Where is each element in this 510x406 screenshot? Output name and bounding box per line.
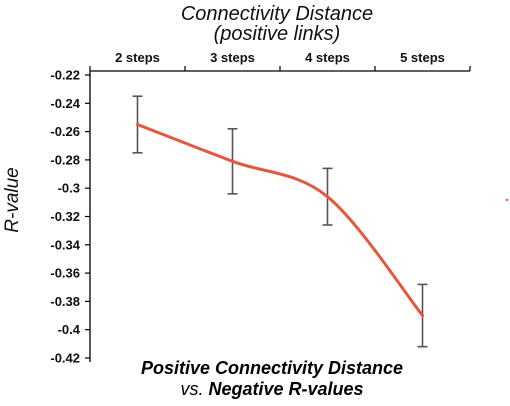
y-tick-label: -0.36 [50, 266, 80, 281]
annotation-negative-r: Negative R-values [208, 379, 363, 399]
chart-title: Connectivity Distance [181, 3, 373, 25]
y-tick-label: -0.24 [50, 96, 80, 111]
y-ticks: -0.22 -0.24 -0.26 -0.28 -0.3 -0.32 -0.34 -0.36 -… [50, 68, 90, 366]
x-tick-label: 4 steps [305, 50, 350, 65]
x-tick-label: 3 steps [210, 50, 255, 65]
annotation-vs: vs. [180, 379, 208, 399]
annotation-line-1: Positive Connectivity Distance [141, 358, 403, 378]
y-tick-label: -0.42 [50, 351, 80, 366]
y-tick-label: -0.3 [58, 181, 80, 196]
y-tick-label: -0.4 [58, 322, 81, 337]
y-tick-label: -0.22 [50, 68, 80, 83]
x-tick-label: 2 steps [115, 50, 160, 65]
data-point [136, 123, 139, 127]
series-line [136, 123, 424, 318]
data-point [231, 159, 234, 163]
x-ticks: 2 steps 3 steps 4 steps 5 steps [89, 50, 471, 71]
y-tick-label: -0.28 [50, 152, 80, 167]
x-tick-label: 5 steps [400, 50, 445, 65]
chart-subtitle: (positive links) [214, 23, 341, 45]
stray-marker [505, 198, 509, 202]
data-point [421, 314, 424, 318]
y-axis-label: R-value [2, 167, 23, 232]
annotation-line-2: vs. Negative R-values [180, 379, 363, 399]
y-tick-label: -0.32 [50, 209, 80, 224]
y-tick-label: -0.34 [50, 237, 80, 252]
series-group [132, 95, 428, 348]
y-tick-label: -0.26 [50, 124, 80, 139]
y-tick-label: -0.38 [50, 294, 80, 309]
data-point [326, 195, 329, 199]
